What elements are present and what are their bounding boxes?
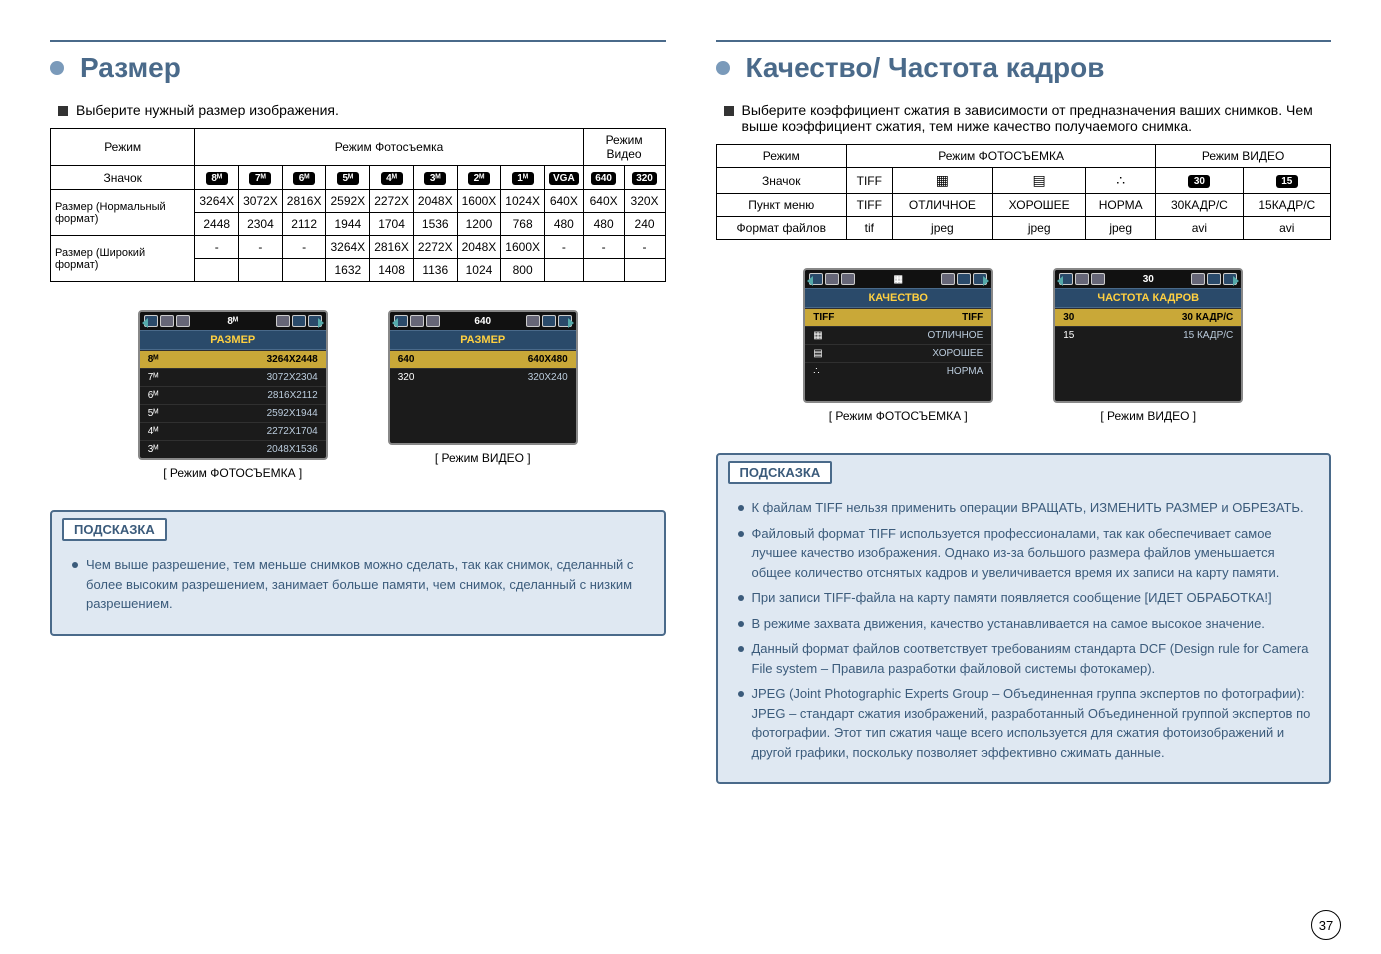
tip-item: Данный формат файлов соответствует требо… [752, 639, 1314, 678]
page-number: 37 [1311, 910, 1341, 940]
video-caption: [ Режим ВИДЕО ] [388, 451, 578, 465]
right-title-text: Качество/ Частота кадров [746, 52, 1105, 84]
right-tip-box: ПОДСКАЗКА К файлам TIFF нельзя применить… [716, 453, 1332, 784]
left-screenshots: 8ᴹРАЗМЕР8ᴹ3264X24487ᴹ3072X23046ᴹ2816X211… [50, 310, 666, 480]
right-tips-list: К файлам TIFF нельзя применить операции … [734, 498, 1314, 762]
left-title: Размер [50, 40, 666, 84]
title-dot [50, 61, 64, 75]
right-title: Качество/ Частота кадров [716, 40, 1332, 84]
left-tip-box: ПОДСКАЗКА Чем выше разрешение, тем меньш… [50, 510, 666, 636]
tip-label: ПОДСКАЗКА [62, 518, 167, 541]
photo-caption: [ Режим ФОТОСЪЕМКА ] [138, 466, 328, 480]
video-screen: 30ЧАСТОТА КАДРОВ3030 КАДР/С1515 КАДР/С [1053, 268, 1243, 403]
photo-screen: 8ᴹРАЗМЕР8ᴹ3264X24487ᴹ3072X23046ᴹ2816X211… [138, 310, 328, 460]
tip-item: При записи TIFF-файла на карту памяти по… [752, 588, 1314, 608]
left-tips-list: Чем выше разрешение, тем меньше снимков … [68, 555, 648, 614]
bullet-square [724, 106, 734, 116]
video-caption: [ Режим ВИДЕО ] [1053, 409, 1243, 423]
tip-item: JPEG (Joint Photographic Experts Group –… [752, 684, 1314, 762]
page-columns: Размер Выберите нужный размер изображени… [50, 40, 1331, 784]
size-table: РежимРежим ФотосъемкаРежим ВидеоЗначок8ᴹ… [50, 128, 666, 282]
right-intro-text: Выберите коэффициент сжатия в зависимост… [742, 102, 1332, 134]
tip-item: К файлам TIFF нельзя применить операции … [752, 498, 1314, 518]
left-title-text: Размер [80, 52, 181, 84]
title-dot [716, 61, 730, 75]
photo-caption: [ Режим ФОТОСЪЕМКА ] [803, 409, 993, 423]
right-screenshots: ▦КАЧЕСТВОTIFFTIFF▦ОТЛИЧНОЕ▤ХОРОШЕЕ∴НОРМА… [716, 268, 1332, 423]
quality-table: РежимРежим ФОТОСЪЕМКАРежим ВИДЕОЗначокTI… [716, 144, 1332, 240]
tip-item: Файловый формат TIFF используется профес… [752, 524, 1314, 583]
right-intro: Выберите коэффициент сжатия в зависимост… [724, 102, 1332, 134]
left-intro-text: Выберите нужный размер изображения. [76, 102, 339, 118]
left-intro: Выберите нужный размер изображения. [58, 102, 666, 118]
video-screen: 640РАЗМЕР640640X480320320X240 [388, 310, 578, 445]
tip-item: Чем выше разрешение, тем меньше снимков … [86, 555, 648, 614]
tip-label: ПОДСКАЗКА [728, 461, 833, 484]
tip-item: В режиме захвата движения, качество уста… [752, 614, 1314, 634]
right-column: Качество/ Частота кадров Выберите коэффи… [716, 40, 1332, 784]
left-column: Размер Выберите нужный размер изображени… [50, 40, 666, 784]
photo-screen: ▦КАЧЕСТВОTIFFTIFF▦ОТЛИЧНОЕ▤ХОРОШЕЕ∴НОРМА [803, 268, 993, 403]
bullet-square [58, 106, 68, 116]
